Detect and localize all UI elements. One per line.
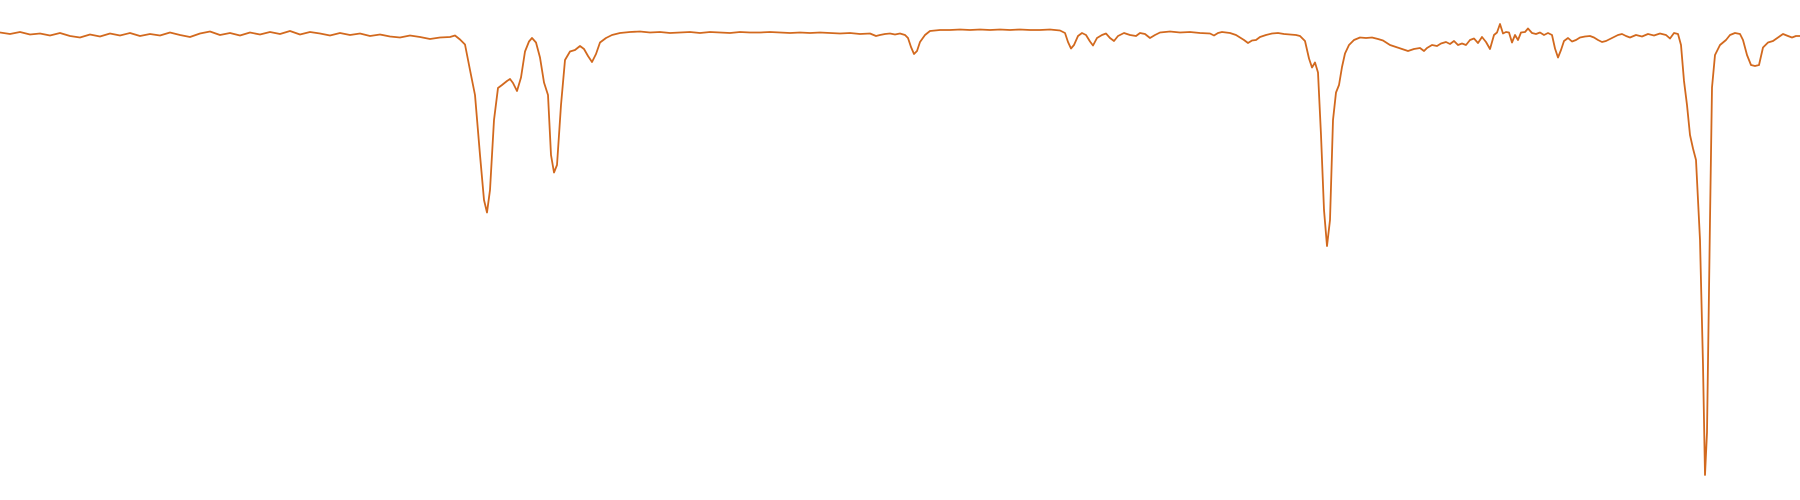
plot-area <box>0 23 1800 476</box>
series-line-1 <box>0 23 1800 476</box>
